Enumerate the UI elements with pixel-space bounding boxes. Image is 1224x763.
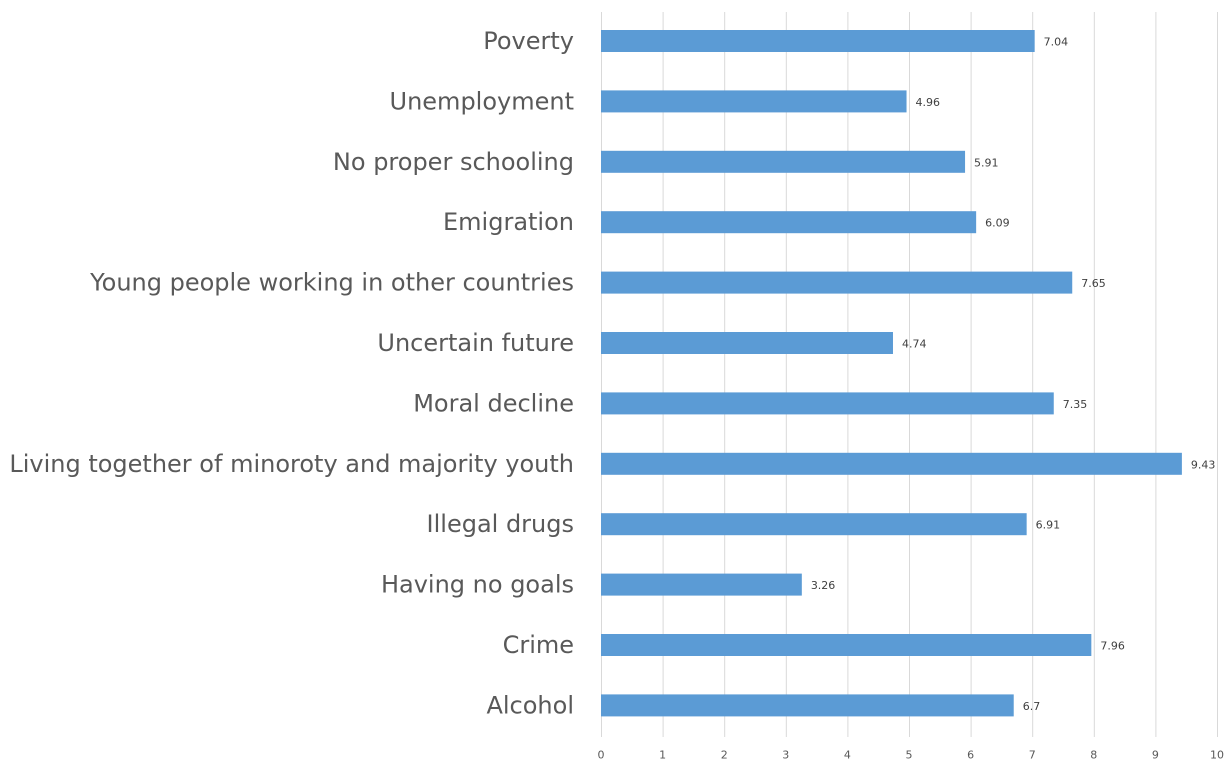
category-label-4: Young people working in other countries — [89, 269, 574, 297]
category-label-1: Unemployment — [390, 87, 574, 115]
data-label-4: 7.65 — [1081, 277, 1106, 290]
data-label-1: 4.96 — [916, 96, 941, 109]
bar-4 — [601, 271, 1073, 294]
category-label-6: Moral decline — [413, 389, 574, 417]
x-tick-label-8: 8 — [1090, 749, 1097, 762]
data-label-7: 9.43 — [1191, 458, 1216, 471]
x-tick-label-3: 3 — [782, 749, 789, 762]
data-label-5: 4.74 — [902, 338, 927, 351]
x-tick-label-2: 2 — [721, 749, 728, 762]
bars — [601, 30, 1182, 717]
category-label-10: Crime — [503, 631, 574, 659]
category-label-3: Emigration — [443, 208, 574, 236]
x-tick-label-6: 6 — [967, 749, 974, 762]
category-labels: Poverty Unemployment No proper schooling Em… — [9, 27, 574, 719]
x-tick-label-0: 0 — [598, 749, 605, 762]
x-tick-label-5: 5 — [906, 749, 913, 762]
data-labels: 7.04 4.96 5.91 6.09 7.65 4.74 7.35 9.43 6.91 3.26… — [811, 36, 1216, 713]
x-tick-label-1: 1 — [659, 749, 666, 762]
category-label-0: Poverty — [483, 27, 574, 55]
data-label-0: 7.04 — [1044, 36, 1069, 49]
bar-9 — [601, 573, 802, 596]
data-label-2: 5.91 — [974, 156, 999, 169]
category-label-5: Uncertain future — [377, 329, 574, 357]
bar-3 — [601, 211, 977, 234]
data-label-6: 7.35 — [1063, 398, 1088, 411]
data-label-8: 6.91 — [1036, 519, 1061, 532]
bar-6 — [601, 392, 1054, 415]
data-label-10: 7.96 — [1100, 640, 1125, 653]
x-tick-label-4: 4 — [844, 749, 851, 762]
category-label-11: Alcohol — [486, 691, 574, 719]
category-label-2: No proper schooling — [333, 148, 574, 176]
gridlines — [601, 12, 1218, 737]
bar-5 — [601, 332, 893, 354]
data-label-9: 3.26 — [811, 579, 836, 592]
bar-2 — [601, 150, 966, 173]
bar-7 — [601, 452, 1182, 475]
x-axis-tick-labels: 0 1 2 3 4 5 6 7 8 9 10 — [598, 749, 1224, 762]
bar-1 — [601, 90, 907, 113]
data-label-11: 6.7 — [1023, 700, 1041, 713]
category-label-8: Illegal drugs — [427, 510, 574, 538]
bar-0 — [601, 30, 1035, 52]
bar-8 — [601, 513, 1027, 536]
x-tick-label-9: 9 — [1152, 749, 1159, 762]
bar-10 — [601, 634, 1092, 656]
bar-11 — [601, 694, 1014, 717]
data-label-3: 6.09 — [985, 217, 1010, 230]
x-tick-label-7: 7 — [1029, 749, 1036, 762]
x-tick-label-10: 10 — [1210, 749, 1224, 762]
category-label-7: Living together of minoroty and majority… — [9, 450, 574, 478]
category-label-9: Having no goals — [381, 571, 574, 599]
